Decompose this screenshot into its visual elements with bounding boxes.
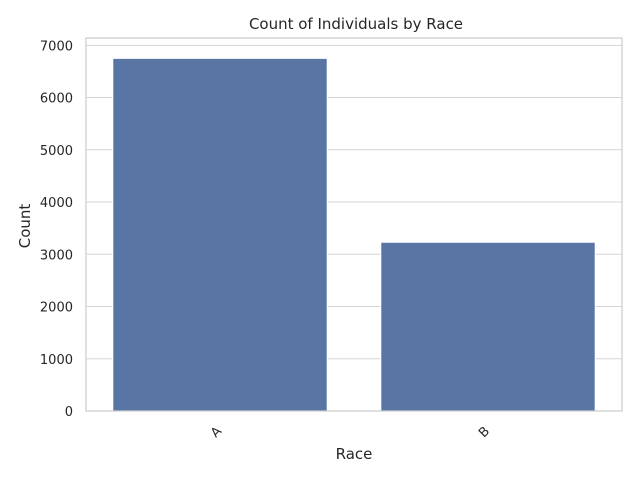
y-tick-label: 3000 (40, 248, 73, 263)
bar-A (112, 57, 328, 412)
plot-frame (85, 37, 623, 412)
y-tick-label: 1000 (40, 353, 73, 368)
y-axis-title: Count (16, 204, 34, 249)
y-tick-label: 7000 (40, 39, 73, 54)
y-tick-label: 0 (65, 405, 73, 420)
x-tick-label: B (476, 424, 493, 441)
y-axis-ticks: 0 1000 2000 3000 4000 5000 6000 7000 (40, 39, 73, 420)
y-tick-label: 2000 (40, 301, 73, 316)
y-tick-label: 5000 (40, 144, 73, 159)
bar-B (380, 241, 596, 412)
chart-title: Count of Individuals by Race (249, 15, 463, 33)
x-axis-title: Race (336, 445, 373, 463)
x-tick-label: A (208, 424, 225, 441)
y-tick-label: 4000 (40, 196, 73, 211)
y-tick-label: 6000 (40, 92, 73, 107)
bars (112, 57, 596, 412)
